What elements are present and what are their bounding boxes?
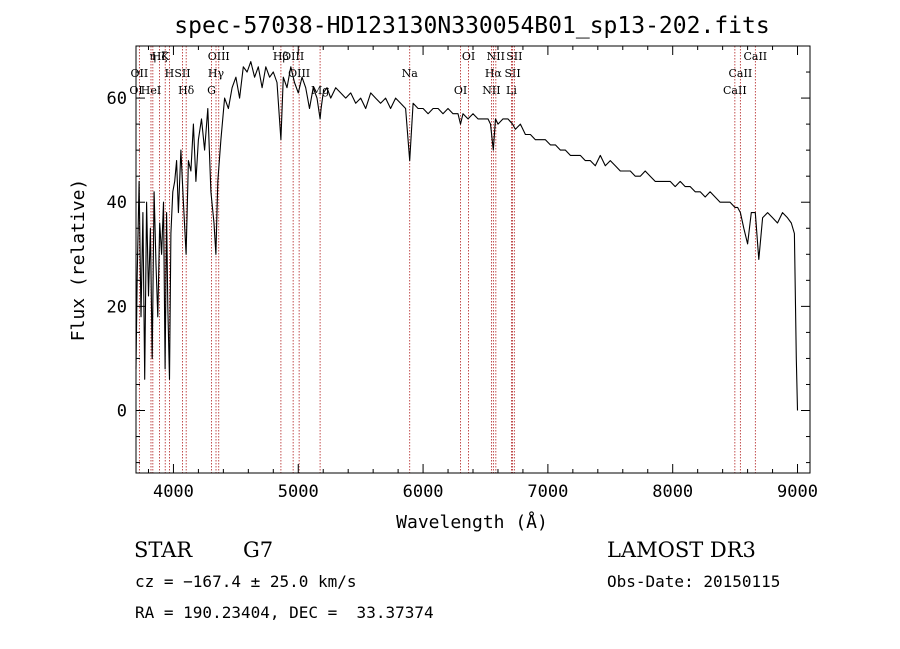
line-marker-label: Hγ	[208, 67, 225, 80]
line-marker-label: Hα	[485, 67, 503, 80]
y-tick-label: 40	[107, 193, 127, 213]
y-tick-label: 20	[107, 297, 127, 317]
line-marker-label: CaII	[743, 50, 767, 63]
line-marker-label: CaII	[723, 84, 747, 97]
survey-release: LAMOST DR3	[607, 538, 756, 562]
x-tick-label: 7000	[527, 482, 568, 502]
x-tick-label: 8000	[652, 482, 693, 502]
line-marker-label: SII	[174, 67, 190, 80]
x-tick-label: 4000	[153, 482, 194, 502]
y-tick-label: 60	[107, 89, 127, 109]
line-marker-label: OIII	[208, 50, 230, 63]
line-marker-label: Hζ	[152, 50, 168, 63]
line-marker-label: η	[150, 50, 157, 63]
line-marker-label: OI	[462, 50, 475, 63]
line-marker-label: OI	[454, 84, 467, 97]
line-marker-label: HeI	[141, 84, 161, 97]
line-marker-label: Hβ	[273, 50, 289, 63]
line-marker-label: Li	[506, 84, 517, 97]
x-tick-label: 5000	[278, 482, 319, 502]
y-axis-label: Flux (relative)	[68, 179, 89, 342]
spectrum-series-line	[135, 61, 799, 411]
x-tick-label: 9000	[777, 482, 818, 502]
line-marker-layer: HζOIIOIKHHeIηSIIHδOIIIHγGOIIIOIIIMgHβNaO…	[129, 46, 767, 473]
line-marker-label: Na	[402, 67, 419, 80]
line-marker-label: G	[207, 84, 216, 97]
line-marker-label: Hδ	[178, 84, 195, 97]
line-marker-label: OII	[131, 67, 149, 80]
series-layer	[135, 61, 799, 411]
line-marker-label: SII	[506, 50, 522, 63]
line-marker-label: NII	[487, 50, 505, 63]
spectral-subclass: G7	[243, 538, 274, 562]
coordinates-readout: RA = 190.23404, DEC = 33.37374	[135, 603, 434, 622]
line-marker-label: CaII	[729, 67, 753, 80]
line-marker-label: NII	[482, 84, 500, 97]
line-marker-label: H	[165, 67, 175, 80]
axis-ticks: 4000 5000 6000 7000 8000 9000 0 20 40 60	[107, 46, 818, 502]
line-marker-label: K	[161, 50, 170, 63]
line-marker-label: SII	[504, 67, 520, 80]
chart-title: spec-57038-HD123130N330054B01_sp13-202.f…	[174, 13, 769, 39]
x-tick-label: 6000	[403, 482, 444, 502]
object-class: STAR	[134, 538, 193, 562]
redshift-readout: cz = −167.4 ± 25.0 km/s	[135, 572, 357, 591]
y-tick-label: 0	[117, 402, 127, 422]
obs-date: Obs-Date: 20150115	[607, 572, 781, 591]
x-axis-label: Wavelength (Å)	[396, 511, 548, 533]
plot-frame	[135, 45, 811, 474]
